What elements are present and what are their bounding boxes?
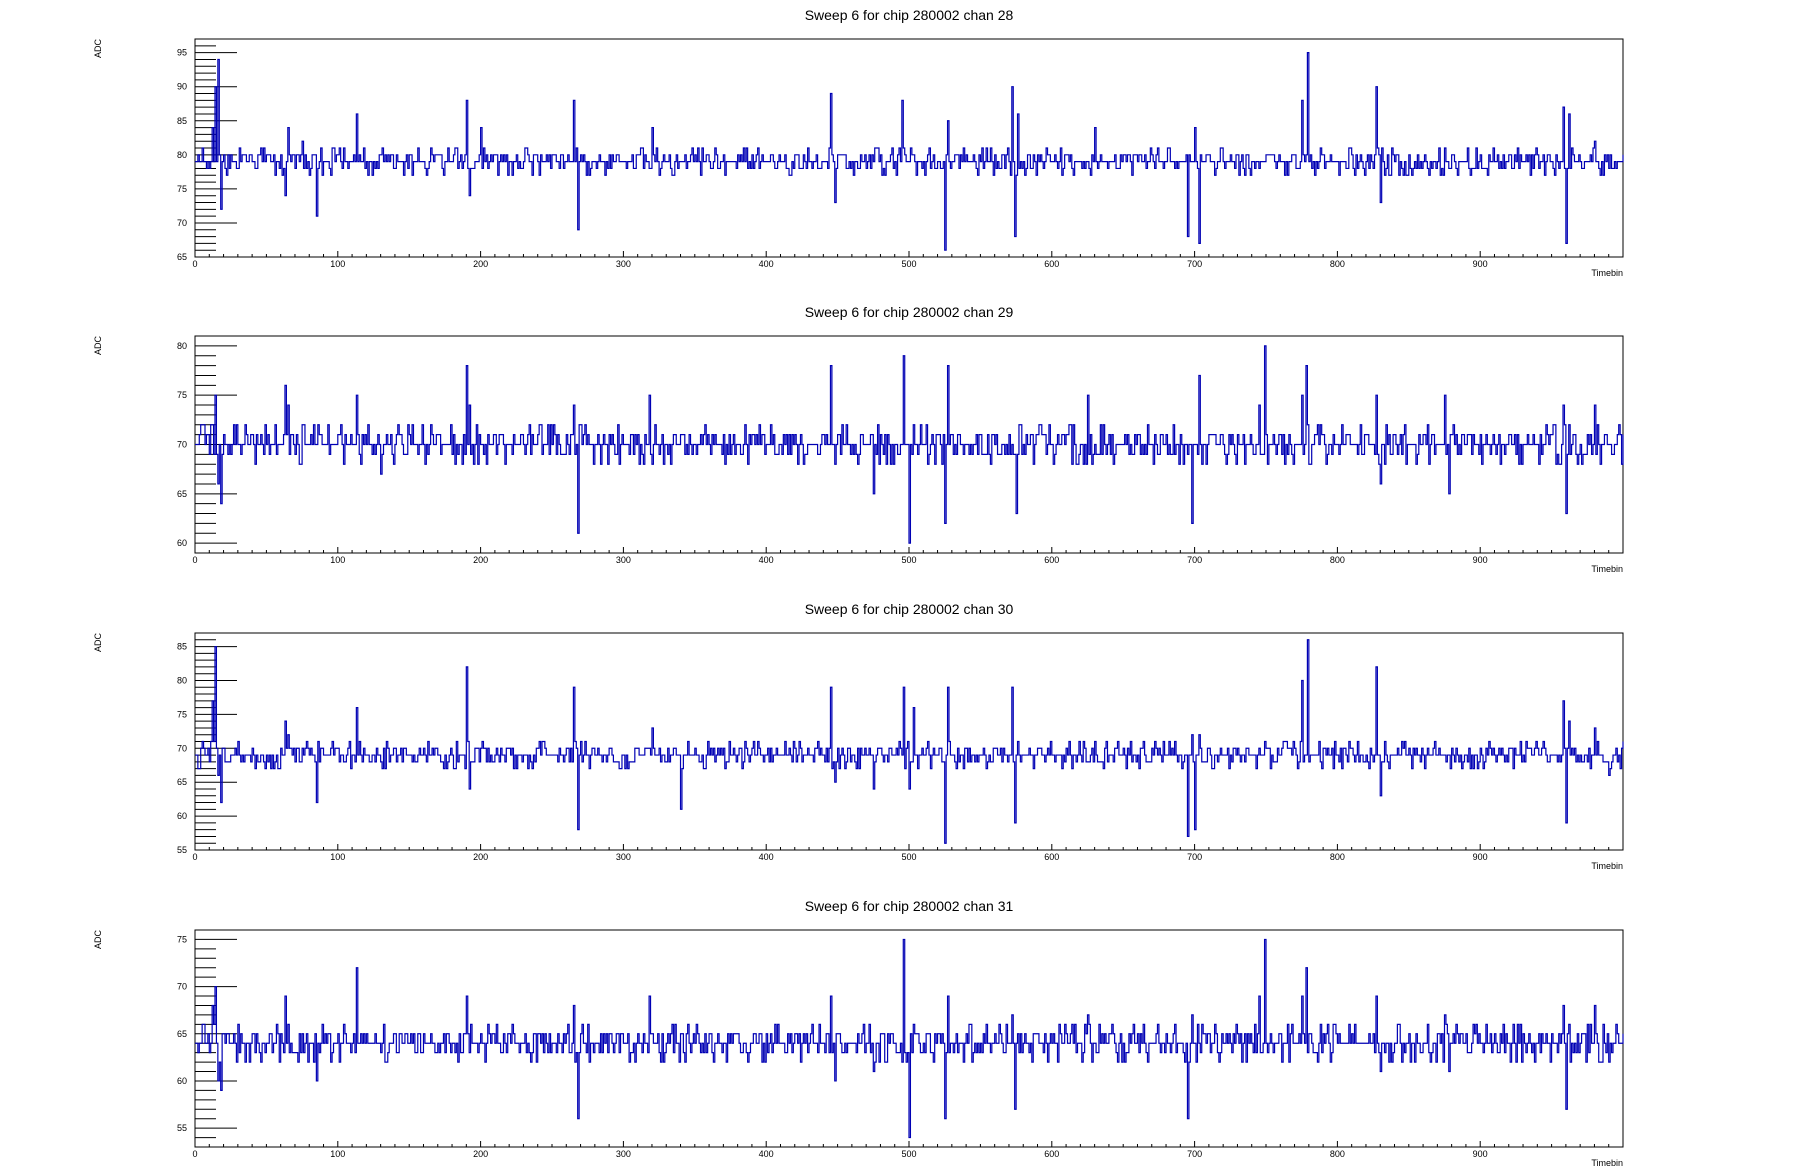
y-tick-label: 80 (177, 341, 187, 351)
x-tick-label: 700 (1187, 555, 1202, 565)
x-tick-label: 900 (1473, 259, 1488, 269)
y-tick-label: 65 (177, 1029, 187, 1039)
x-tick-label: 400 (759, 1149, 774, 1159)
x-tick-label: 0 (192, 555, 197, 565)
adc-trace (195, 938, 1624, 1139)
x-tick-label: 800 (1330, 1149, 1345, 1159)
chart-panel-3: Sweep 6 for chip 280002 chan 31 ADC Timebi… (93, 898, 1624, 1168)
x-tick-label: 700 (1187, 852, 1202, 862)
x-axis-label: Timebin (1591, 564, 1623, 574)
x-tick-label: 500 (901, 259, 916, 269)
x-tick-label: 300 (616, 259, 631, 269)
y-tick-label: 80 (177, 675, 187, 685)
x-tick-label: 400 (759, 259, 774, 269)
x-tick-label: 0 (192, 259, 197, 269)
x-axis-label: Timebin (1591, 861, 1623, 871)
x-tick-label: 100 (330, 1149, 345, 1159)
y-tick-label: 70 (177, 982, 187, 992)
x-tick-label: 400 (759, 852, 774, 862)
x-tick-label: 300 (616, 1149, 631, 1159)
x-tick-label: 700 (1187, 259, 1202, 269)
x-tick-label: 300 (616, 555, 631, 565)
y-tick-label: 85 (177, 116, 187, 126)
x-tick-label: 600 (1044, 1149, 1059, 1159)
adc-trace (195, 345, 1624, 544)
y-axis-label: ADC (93, 336, 103, 356)
x-tick-label: 900 (1473, 852, 1488, 862)
x-tick-label: 800 (1330, 259, 1345, 269)
x-tick-label: 700 (1187, 1149, 1202, 1159)
x-tick-label: 300 (616, 852, 631, 862)
y-tick-label: 75 (177, 934, 187, 944)
y-axis-label: ADC (93, 930, 103, 950)
y-tick-label: 95 (177, 48, 187, 58)
x-tick-label: 900 (1473, 1149, 1488, 1159)
x-tick-label: 600 (1044, 259, 1059, 269)
chart-title: Sweep 6 for chip 280002 chan 30 (805, 601, 1014, 617)
x-tick-label: 400 (759, 555, 774, 565)
y-tick-label: 55 (177, 1123, 187, 1133)
chart-panel-2: Sweep 6 for chip 280002 chan 30 ADC Timebi… (93, 601, 1624, 871)
plot-frame (194, 38, 1624, 258)
y-tick-label: 75 (177, 709, 187, 719)
y-tick-label: 60 (177, 1076, 187, 1086)
chart-panel-1: Sweep 6 for chip 280002 chan 29 ADC Timebi… (93, 304, 1624, 574)
chart-panel-0: Sweep 6 for chip 280002 chan 28 ADC Timebi… (93, 7, 1624, 278)
x-axis-label: Timebin (1591, 268, 1623, 278)
x-tick-label: 600 (1044, 555, 1059, 565)
y-axis-label: ADC (93, 39, 103, 59)
chart-title: Sweep 6 for chip 280002 chan 31 (805, 898, 1014, 914)
adc-trace (195, 52, 1624, 251)
chart-title: Sweep 6 for chip 280002 chan 28 (805, 7, 1014, 23)
y-tick-label: 75 (177, 390, 187, 400)
y-tick-label: 55 (177, 845, 187, 855)
x-tick-label: 0 (192, 852, 197, 862)
x-tick-label: 200 (473, 1149, 488, 1159)
x-tick-label: 500 (901, 1149, 916, 1159)
y-tick-label: 60 (177, 538, 187, 548)
x-tick-label: 100 (330, 852, 345, 862)
x-tick-label: 200 (473, 852, 488, 862)
x-tick-label: 100 (330, 555, 345, 565)
adc-trace (195, 639, 1624, 844)
x-tick-label: 0 (192, 1149, 197, 1159)
x-tick-label: 600 (1044, 852, 1059, 862)
y-tick-label: 70 (177, 743, 187, 753)
x-tick-label: 200 (473, 259, 488, 269)
y-tick-label: 70 (177, 440, 187, 450)
y-tick-label: 65 (177, 252, 187, 262)
y-tick-label: 70 (177, 218, 187, 228)
y-axis-label: ADC (93, 633, 103, 653)
x-tick-label: 800 (1330, 555, 1345, 565)
y-tick-label: 60 (177, 811, 187, 821)
x-tick-label: 500 (901, 555, 916, 565)
x-tick-label: 800 (1330, 852, 1345, 862)
y-tick-label: 90 (177, 82, 187, 92)
chart-title: Sweep 6 for chip 280002 chan 29 (805, 304, 1014, 320)
x-axis-label: Timebin (1591, 1158, 1623, 1168)
y-tick-label: 85 (177, 642, 187, 652)
y-tick-label: 65 (177, 489, 187, 499)
y-tick-label: 65 (177, 777, 187, 787)
x-tick-label: 100 (330, 259, 345, 269)
y-tick-label: 80 (177, 150, 187, 160)
x-tick-label: 200 (473, 555, 488, 565)
x-tick-label: 900 (1473, 555, 1488, 565)
x-tick-label: 500 (901, 852, 916, 862)
y-tick-label: 75 (177, 184, 187, 194)
